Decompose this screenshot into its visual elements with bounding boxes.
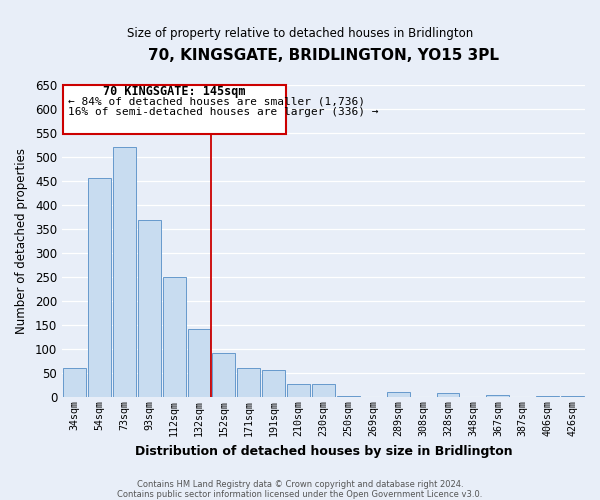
Bar [337,396,360,398]
Text: ← 84% of detached houses are smaller (1,736): ← 84% of detached houses are smaller (1,… [68,97,365,107]
Title: 70, KINGSGATE, BRIDLINGTON, YO15 3PL: 70, KINGSGATE, BRIDLINGTON, YO15 3PL [148,48,499,62]
Bar [163,276,185,398]
Bar [188,329,211,398]
Bar [113,146,136,398]
Bar [437,392,460,398]
Text: 70 KINGSGATE: 145sqm: 70 KINGSGATE: 145sqm [103,84,246,98]
Bar [287,384,310,398]
Bar [64,84,286,134]
Bar [536,396,559,398]
Bar [212,352,235,398]
Y-axis label: Number of detached properties: Number of detached properties [15,148,28,334]
Bar [387,392,410,398]
X-axis label: Distribution of detached houses by size in Bridlington: Distribution of detached houses by size … [135,444,512,458]
Bar [561,396,584,398]
Bar [487,395,509,398]
Bar [138,220,161,398]
Text: 16% of semi-detached houses are larger (336) →: 16% of semi-detached houses are larger (… [68,107,379,117]
Text: Contains public sector information licensed under the Open Government Licence v3: Contains public sector information licen… [118,490,482,499]
Bar [312,384,335,398]
Text: Contains HM Land Registry data © Crown copyright and database right 2024.: Contains HM Land Registry data © Crown c… [137,480,463,489]
Text: Size of property relative to detached houses in Bridlington: Size of property relative to detached ho… [127,28,473,40]
Bar [262,370,285,398]
Bar [238,368,260,398]
Bar [63,368,86,398]
Bar [88,178,111,398]
